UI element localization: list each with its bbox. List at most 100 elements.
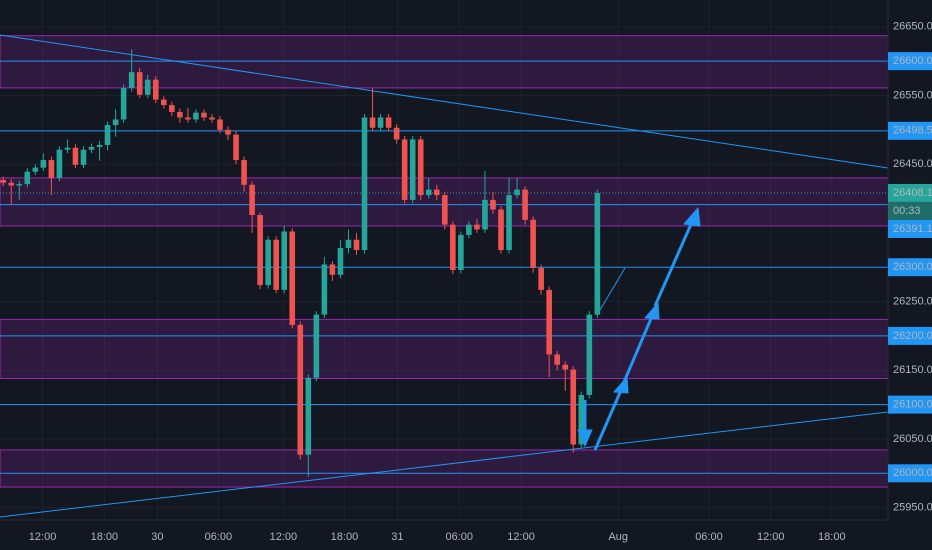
y-tick-label: 26650.00 xyxy=(893,21,932,33)
trendline xyxy=(0,411,889,518)
y-tick-label: 26250.00 xyxy=(893,295,932,307)
level-label: 26391.11 xyxy=(893,223,932,235)
level-label-box xyxy=(888,395,932,414)
candle-body xyxy=(80,149,87,165)
candle-body xyxy=(554,354,561,365)
candle-body xyxy=(289,231,296,325)
candle-body xyxy=(538,267,544,290)
candle-body xyxy=(377,117,384,128)
candle-body xyxy=(458,234,464,270)
candle-body xyxy=(152,79,159,100)
candle-body xyxy=(530,219,536,268)
zone xyxy=(0,318,889,379)
candle-body xyxy=(72,147,79,165)
x-tick-label: 06:00 xyxy=(205,531,233,543)
candle-body xyxy=(136,72,143,95)
candle-body xyxy=(0,179,7,183)
x-tick-label: 12:00 xyxy=(507,531,535,543)
candle-body xyxy=(64,147,71,150)
candle-body xyxy=(433,189,440,196)
x-tick-label: Aug xyxy=(608,531,628,543)
candle-body xyxy=(498,209,504,251)
candle-body xyxy=(48,160,55,178)
candle-body xyxy=(570,369,577,445)
candle-body xyxy=(241,160,247,185)
level-label-box xyxy=(888,52,932,71)
candle-body xyxy=(128,72,135,88)
level-label: 26000.00 xyxy=(893,467,932,479)
last-price-box xyxy=(888,183,932,202)
arrow xyxy=(622,313,655,383)
candle-body xyxy=(466,224,472,235)
x-tick-label: 06:00 xyxy=(695,531,723,543)
candle-body xyxy=(305,377,312,455)
candle-body xyxy=(88,147,95,150)
y-tick-label: 26050.00 xyxy=(893,433,932,445)
candle-body xyxy=(474,224,480,230)
y-tick-label: 26450.00 xyxy=(893,158,932,170)
candle-body xyxy=(257,215,263,286)
candle-body xyxy=(353,239,360,251)
candle-body xyxy=(233,134,239,161)
candle-body xyxy=(337,247,344,275)
level-label: 26200.00 xyxy=(893,330,932,342)
candle-body xyxy=(425,189,432,196)
level-label: 26600.00 xyxy=(893,55,932,67)
y-tick-label: 26550.00 xyxy=(893,89,932,101)
candle-body xyxy=(482,199,488,230)
candle-body xyxy=(104,125,111,145)
candle-body xyxy=(417,139,424,196)
candle-body xyxy=(562,364,569,370)
level-label-box xyxy=(888,464,932,483)
x-tick-label: 12:00 xyxy=(757,531,785,543)
candle-body xyxy=(522,189,528,220)
arrow xyxy=(653,221,694,307)
candle-body xyxy=(169,105,175,112)
x-tick-label: 31 xyxy=(391,531,403,543)
x-tick-label: 12:00 xyxy=(270,531,298,543)
candle-body xyxy=(313,314,320,378)
level-label-box xyxy=(888,326,932,345)
candle-body xyxy=(209,117,215,120)
candle-body xyxy=(385,117,392,128)
level-label-box xyxy=(888,121,932,140)
x-tick-label: 06:00 xyxy=(445,531,473,543)
arrow-head xyxy=(577,429,593,448)
candle-body xyxy=(217,119,223,130)
candle-body xyxy=(409,139,416,200)
candle-body xyxy=(321,264,328,315)
candle-body xyxy=(16,184,23,186)
candle-body xyxy=(442,195,448,225)
candle-body xyxy=(546,289,552,355)
candle-body xyxy=(249,184,255,216)
candle-body xyxy=(120,87,127,120)
candle-body xyxy=(514,189,520,196)
candle-body xyxy=(401,139,408,200)
candle-body xyxy=(112,119,119,126)
candle-body xyxy=(193,112,199,120)
level-label: 26300.00 xyxy=(893,261,932,273)
x-tick-label: 18:00 xyxy=(331,531,359,543)
candle-body xyxy=(297,324,304,455)
levels xyxy=(0,60,888,474)
candle-body xyxy=(281,231,288,290)
candle-body xyxy=(361,117,368,251)
arrow xyxy=(593,387,624,451)
candle-body xyxy=(450,224,456,270)
candle-body xyxy=(24,171,31,185)
x-tick-label: 12:00 xyxy=(29,531,57,543)
countdown-box xyxy=(888,201,932,220)
candle-body xyxy=(32,167,39,172)
candle-body xyxy=(393,127,400,140)
candle-body xyxy=(225,129,231,135)
candle-body xyxy=(40,160,47,168)
candle-body xyxy=(273,239,279,290)
candle-body xyxy=(594,192,601,315)
candle-body xyxy=(369,117,376,128)
level-label: 26100.00 xyxy=(893,399,932,411)
candle-body xyxy=(265,239,271,286)
candle-body xyxy=(160,99,167,106)
candle-body xyxy=(144,79,151,95)
x-tick-label: 18:00 xyxy=(818,531,846,543)
